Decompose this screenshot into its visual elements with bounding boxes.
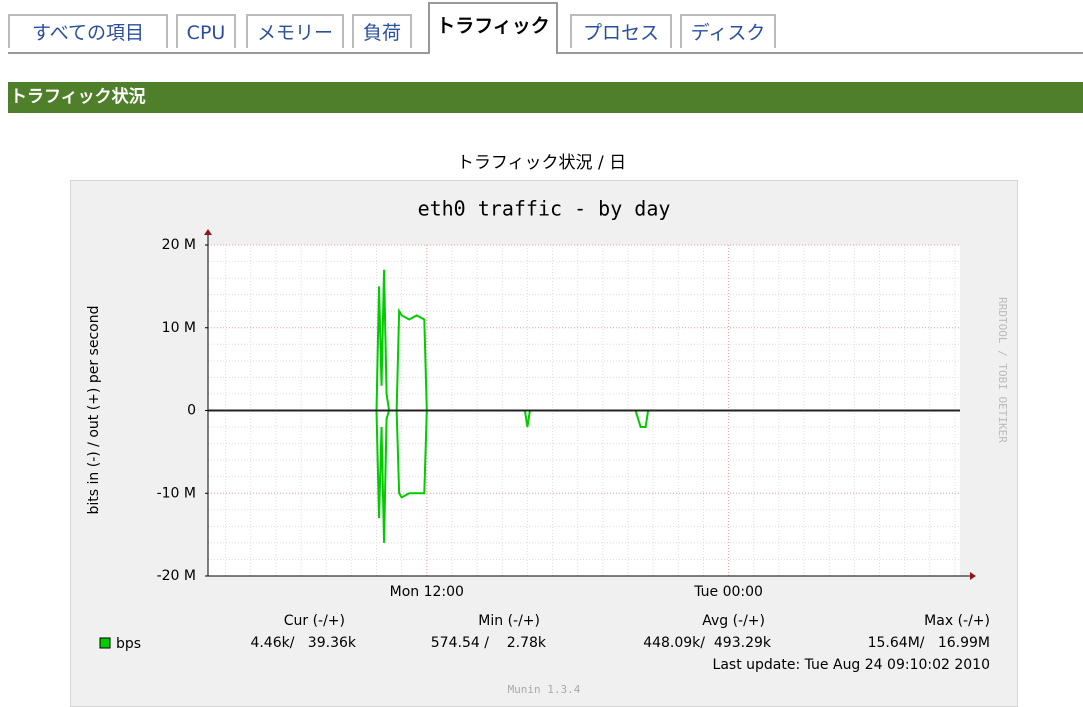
- y-tick-label: 20 M: [162, 237, 196, 253]
- tab[interactable]: すべての項目: [8, 14, 168, 48]
- x-tick-label: Mon 12:00: [390, 584, 464, 600]
- stats-value: 4.46k/ 39.36k: [250, 635, 356, 651]
- stats-header: Avg (-/+): [702, 613, 765, 629]
- axis-arrow: [970, 572, 976, 580]
- x-tick-label: Tue 00:00: [693, 584, 763, 600]
- footer: Munin 1.3.4: [508, 683, 581, 696]
- y-tick-label: 0: [187, 403, 196, 419]
- axis-arrow: [204, 229, 212, 235]
- tab-bar: すべての項目 CPU メモリー 負荷 トラフィック プロセス ディスク: [8, 0, 1083, 54]
- y-tick-label: -20 M: [157, 568, 196, 584]
- last-update: Last update: Tue Aug 24 09:10:02 2010: [713, 657, 990, 673]
- tab[interactable]: メモリー: [246, 14, 344, 48]
- y-tick-label: -10 M: [157, 485, 196, 501]
- stats-value: 574.54 / 2.78k: [431, 635, 547, 651]
- graph: eth0 traffic - by day RRDTOOL / TOBI OET…: [70, 180, 1018, 707]
- stats-header: Cur (-/+): [284, 613, 345, 629]
- stats-value: 448.09k/ 493.29k: [643, 635, 772, 651]
- tab[interactable]: トラフィック: [428, 2, 558, 54]
- legend-swatch: [99, 637, 111, 649]
- series-line: [208, 409, 960, 543]
- legend-label: bps: [116, 636, 141, 652]
- stats-header: Min (-/+): [478, 613, 540, 629]
- chart-title: eth0 traffic - by day: [418, 197, 671, 221]
- tab[interactable]: プロセス: [570, 14, 672, 48]
- stats-header: Max (-/+): [924, 613, 990, 629]
- y-axis-label: bits in (-) / out (+) per second: [86, 306, 102, 515]
- tab[interactable]: CPU: [176, 14, 236, 48]
- y-tick-label: 10 M: [162, 320, 196, 336]
- tab[interactable]: ディスク: [680, 14, 776, 48]
- side-text: RRDTOOL / TOBI OETIKER: [996, 297, 1009, 443]
- section-title: トラフィック状況: [8, 82, 1083, 113]
- tab[interactable]: 負荷: [352, 14, 412, 48]
- stats-value: 15.64M/ 16.99M: [868, 635, 990, 651]
- graph-caption: トラフィック状況 / 日: [456, 153, 627, 173]
